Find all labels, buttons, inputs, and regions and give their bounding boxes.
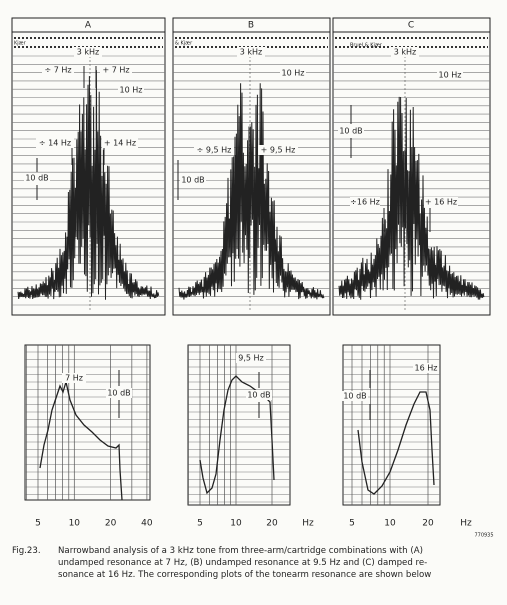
caption-label: Fig.23. (12, 546, 41, 556)
x-tick-label: 20 (422, 519, 434, 529)
annotation: 10 dB (107, 389, 130, 398)
x-tick-label: 5 (349, 519, 355, 529)
x-tick-label: 20 (266, 519, 278, 529)
annotation: 10 Hz (282, 69, 305, 78)
annotation: 3 kHz (394, 48, 416, 57)
annotation: ÷16 Hz (350, 198, 380, 207)
panel-frame (332, 17, 491, 316)
spectrum-trace (17, 70, 160, 300)
caption-line: undamped resonance at 7 Hz, (B) undamped… (58, 558, 428, 568)
annotation: 16 Hz (415, 364, 438, 373)
grids (11, 17, 491, 506)
panel-frame (187, 344, 291, 506)
annotation: 10 dB (339, 127, 362, 136)
annotation: + 14 Hz (104, 139, 136, 148)
figure-code: 770935 (474, 533, 493, 539)
annotation: ÷ 9,5 Hz (197, 146, 232, 155)
x-tick-label: 10 (230, 519, 242, 529)
x-tick-label: 10 (384, 519, 396, 529)
x-tick-label: 20 (105, 519, 117, 529)
spectrum-trace (338, 96, 485, 300)
annotation: 3 kHz (77, 48, 99, 57)
annotations: 3 kHz ÷ 7 Hz + 7 Hz 10 Hz ÷ 14 Hz + 14 H… (24, 47, 144, 200)
caption: Fig.23. Narrowband analysis of a 3 kHz t… (12, 545, 502, 581)
traces (17, 70, 485, 501)
brand: & Kjær (175, 41, 193, 47)
x-tick-label: 40 (141, 519, 153, 529)
annotation: 10 dB (25, 174, 48, 183)
annotation: 9,5 Hz (238, 354, 263, 363)
annotation: + 16 Hz (425, 198, 457, 207)
x-tick-label: Hz (460, 519, 472, 529)
panel-label: C (408, 21, 414, 31)
brand: Kjær (14, 41, 27, 47)
x-tick-label: 10 (69, 519, 81, 529)
annotation: 10 Hz (120, 86, 143, 95)
spectrum-trace (178, 83, 325, 300)
panel-label: A (85, 21, 92, 31)
annotation: + 7 Hz (102, 66, 129, 75)
panel-label: B (248, 21, 254, 31)
x-tick-label: 5 (35, 519, 41, 529)
panel-frame (172, 17, 331, 316)
annotation: 7 Hz (65, 374, 83, 383)
x-tick-label: Hz (302, 519, 314, 529)
caption-line: Narrowband analysis of a 3 kHz tone from… (58, 546, 423, 556)
caption-text: Narrowband analysis of a 3 kHz tone from… (58, 545, 431, 581)
panel-frame (24, 344, 151, 501)
resonance-curve (357, 391, 435, 495)
panel-frame (11, 17, 166, 316)
figure: A B C Kjær & Kjær Bruel & Kjær 3 kHz ÷ 7… (11, 17, 494, 539)
annotation: 10 dB (247, 391, 270, 400)
annotation: 10 Hz (439, 71, 462, 80)
annotation: 10 dB (343, 392, 366, 401)
annotations: 3 kHz 10 Hz ÷ 9,5 Hz + 9,5 Hz 10 dB (177, 47, 306, 200)
annotation: + 9,5 Hz (261, 146, 296, 155)
panel-frame (342, 344, 441, 506)
resonance-curve (39, 379, 123, 501)
x-tick-label: 5 (197, 519, 203, 529)
annotations: 3 kHz 10 Hz 10 dB ÷16 Hz + 16 Hz (338, 47, 463, 232)
annotation: ÷ 14 Hz (39, 139, 71, 148)
brand: Bruel & Kjær (350, 43, 383, 49)
annotation: 3 kHz (240, 48, 262, 57)
annotation: ÷ 7 Hz (44, 66, 71, 75)
annotation: 10 dB (181, 176, 204, 185)
caption-line: sonance at 16 Hz. The corresponding plot… (58, 570, 432, 580)
annotations: 7 Hz 10 dB 9,5 Hz 10 dB 16 Hz 10 dB (62, 353, 439, 420)
